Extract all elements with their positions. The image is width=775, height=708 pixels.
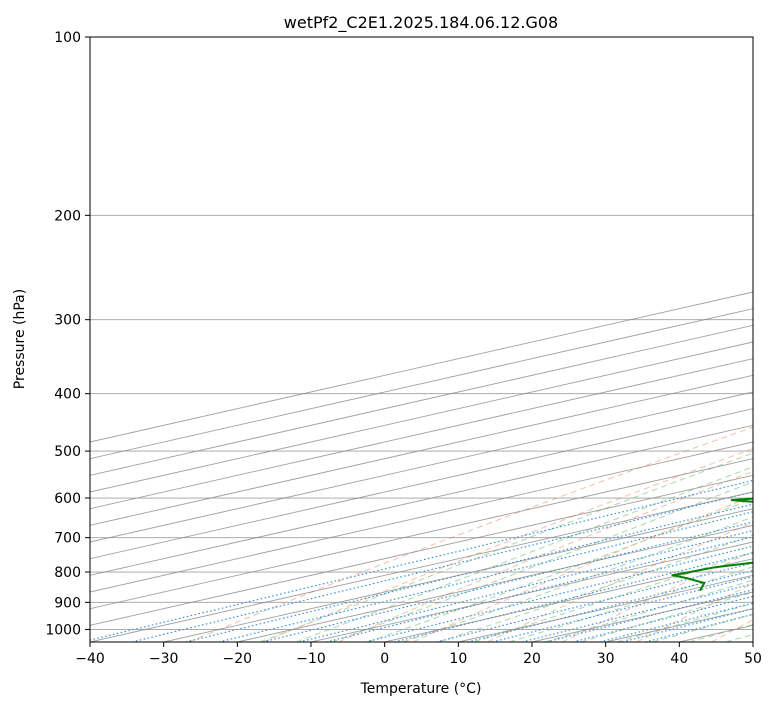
moist-adiabat-line — [402, 516, 753, 642]
x-tick-label: 0 — [380, 651, 389, 667]
moist-adiabat-line — [762, 215, 775, 642]
mixing-ratio-line — [436, 562, 753, 642]
isotherm-line — [237, 524, 753, 642]
y-tick-label: 200 — [54, 208, 81, 224]
plot-frame — [89, 36, 754, 643]
dry-adiabat-line — [562, 550, 753, 642]
moist-adiabat-line — [367, 498, 753, 642]
isotherm-line — [90, 291, 753, 443]
isotherm-line — [90, 491, 753, 642]
isotherm-line — [90, 324, 753, 476]
y-tick-label: 1000 — [45, 622, 81, 638]
x-tick-label: −10 — [296, 651, 326, 667]
isotherm-line — [90, 408, 753, 560]
axes: −40 −30 −20 −10 0 10 20 30 40 50 100 200 300 400 500 60… — [45, 30, 762, 667]
x-tick-label: 20 — [523, 651, 541, 667]
isotherm-line — [163, 508, 753, 642]
grid — [90, 37, 753, 642]
y-tick-label: 900 — [54, 595, 81, 611]
y-tick-label: 500 — [54, 444, 81, 460]
mixing-ratio-line — [492, 575, 753, 642]
y-axis-label: Pressure (hPa) — [12, 289, 28, 389]
moist-adiabat-line — [296, 466, 753, 642]
isotherm-line — [90, 391, 753, 543]
x-tick-label: −30 — [149, 651, 179, 667]
x-axis-label: Temperature (°C) — [360, 681, 482, 697]
y-tick-label: 300 — [54, 313, 81, 329]
x-tick-label: 40 — [670, 651, 688, 667]
isotherm-line — [90, 458, 753, 610]
mixing-ratio-line — [521, 583, 753, 642]
isotherm-line — [90, 308, 753, 460]
x-tick-label: 10 — [449, 651, 467, 667]
mixing-ratio-line — [90, 479, 753, 641]
plot-background — [90, 37, 753, 642]
x-tick-label: 50 — [744, 651, 762, 667]
isotherm-line — [90, 474, 753, 626]
isotherm-line — [90, 424, 753, 576]
y-tick-label: 400 — [54, 387, 81, 403]
x-tick-label: 30 — [597, 651, 615, 667]
dry-adiabat-line — [263, 448, 753, 642]
moist-adiabat-line — [473, 551, 753, 642]
x-tick-label: −40 — [75, 651, 105, 667]
dry-adiabat-line — [188, 426, 753, 642]
dry-adiabat-line — [412, 495, 753, 642]
y-tick-label: 600 — [54, 491, 81, 507]
x-tick-label: −20 — [223, 651, 253, 667]
isotherm-line — [90, 441, 753, 593]
y-tick-label: 700 — [54, 531, 81, 547]
mixing-ratio-line — [365, 545, 753, 642]
y-tick-label: 100 — [54, 30, 81, 46]
y-tick-label: 800 — [54, 565, 81, 581]
isotherm-line — [752, 641, 753, 642]
chart-title: wetPf2_C2E1.2025.184.06.12.G08 — [284, 13, 558, 33]
